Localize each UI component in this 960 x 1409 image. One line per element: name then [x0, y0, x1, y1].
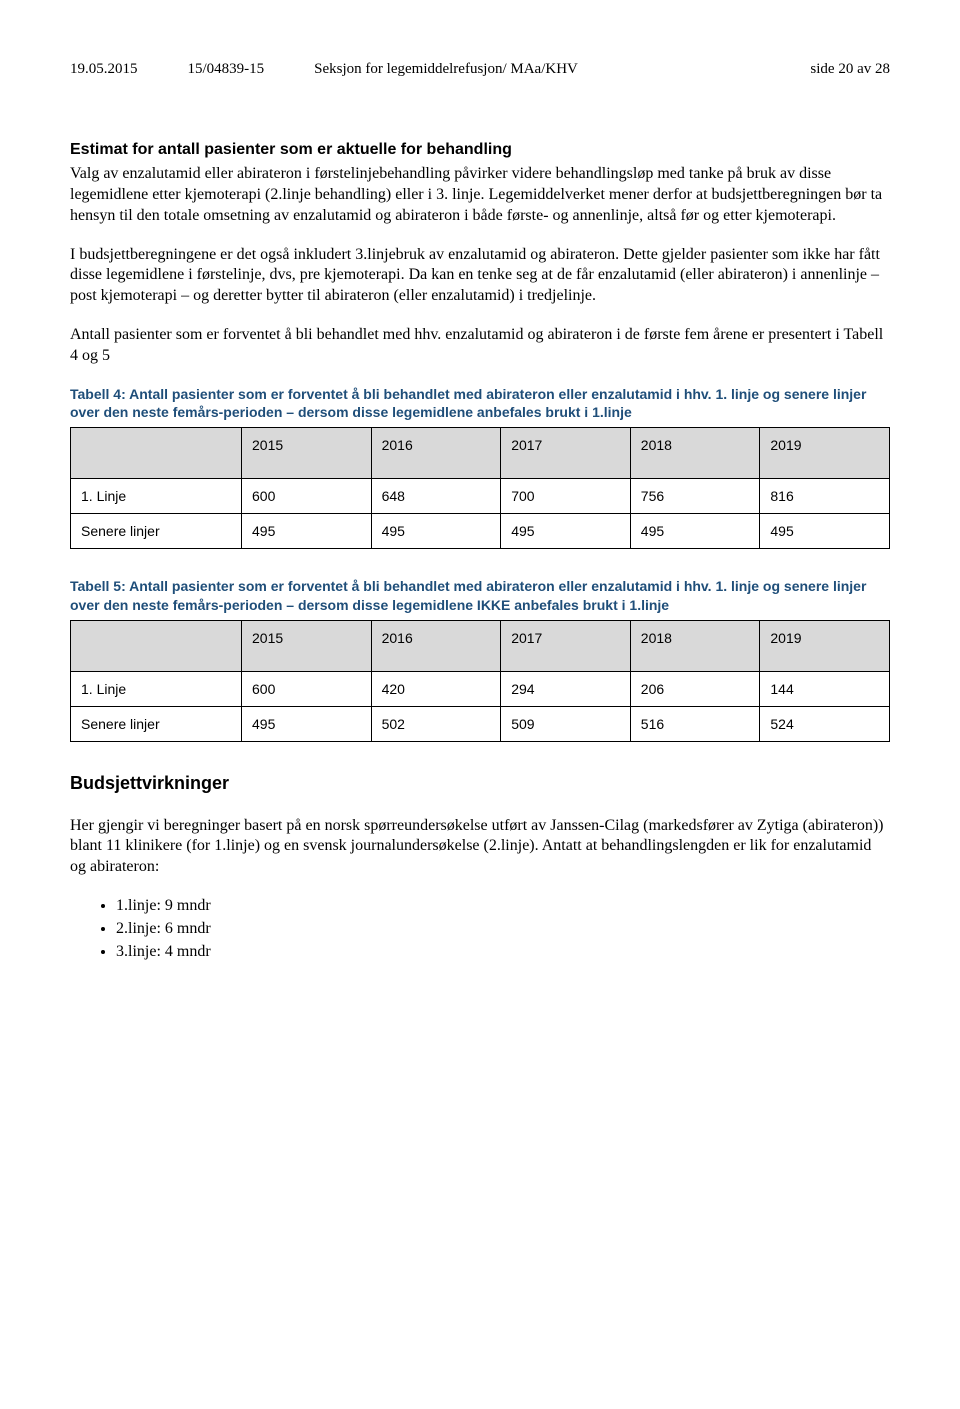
cell: 144 [760, 671, 890, 706]
page-header: 19.05.2015 15/04839-15 Seksjon for legem… [70, 60, 890, 80]
table-year: 2018 [630, 428, 760, 479]
cell: 700 [501, 479, 631, 514]
table-header-row: 2015 2016 2017 2018 2019 [71, 620, 890, 671]
cell: 495 [630, 514, 760, 549]
table5-caption: Tabell 5: Antall pasienter som er forven… [70, 577, 890, 613]
cell: 294 [501, 671, 631, 706]
table-row: Senere linjer 495 502 509 516 524 [71, 706, 890, 741]
row-label: 1. Linje [71, 671, 242, 706]
cell: 648 [371, 479, 501, 514]
table-row: 1. Linje 600 420 294 206 144 [71, 671, 890, 706]
header-caseno: 15/04839-15 [188, 60, 265, 80]
row-label: Senere linjer [71, 706, 242, 741]
list-item: 1.linje: 9 mndr [116, 896, 890, 917]
table-year: 2018 [630, 620, 760, 671]
table-year: 2016 [371, 620, 501, 671]
estimate-title: Estimat for antall pasienter som er aktu… [70, 140, 890, 161]
table-year: 2016 [371, 428, 501, 479]
cell: 206 [630, 671, 760, 706]
budget-heading: Budsjettvirkninger [70, 772, 890, 795]
table-year: 2017 [501, 620, 631, 671]
cell: 495 [371, 514, 501, 549]
table-year: 2019 [760, 620, 890, 671]
table-year: 2015 [242, 620, 372, 671]
cell: 600 [242, 479, 372, 514]
cell: 509 [501, 706, 631, 741]
table-corner [71, 428, 242, 479]
table5: 2015 2016 2017 2018 2019 1. Linje 600 42… [70, 620, 890, 742]
estimate-para1: Valg av enzalutamid eller abirateron i f… [70, 164, 890, 226]
bullet-list: 1.linje: 9 mndr 2.linje: 6 mndr 3.linje:… [70, 896, 890, 962]
cell: 502 [371, 706, 501, 741]
cell: 524 [760, 706, 890, 741]
cell: 495 [242, 706, 372, 741]
table-header-row: 2015 2016 2017 2018 2019 [71, 428, 890, 479]
cell: 756 [630, 479, 760, 514]
row-label: Senere linjer [71, 514, 242, 549]
list-item: 2.linje: 6 mndr [116, 919, 890, 940]
row-label: 1. Linje [71, 479, 242, 514]
table-year: 2015 [242, 428, 372, 479]
cell: 420 [371, 671, 501, 706]
cell: 495 [242, 514, 372, 549]
cell: 495 [760, 514, 890, 549]
cell: 816 [760, 479, 890, 514]
table-row: Senere linjer 495 495 495 495 495 [71, 514, 890, 549]
cell: 495 [501, 514, 631, 549]
estimate-para2: I budsjettberegningene er det også inklu… [70, 245, 890, 307]
cell: 516 [630, 706, 760, 741]
header-left: 19.05.2015 15/04839-15 Seksjon for legem… [70, 60, 578, 80]
table-corner [71, 620, 242, 671]
table4: 2015 2016 2017 2018 2019 1. Linje 600 64… [70, 427, 890, 549]
cell: 600 [242, 671, 372, 706]
table-year: 2017 [501, 428, 631, 479]
header-section: Seksjon for legemiddelrefusjon/ MAa/KHV [314, 60, 578, 80]
budget-para: Her gjengir vi beregninger basert på en … [70, 816, 890, 878]
list-item: 3.linje: 4 mndr [116, 942, 890, 963]
header-page: side 20 av 28 [810, 60, 890, 80]
estimate-para3: Antall pasienter som er forventet å bli … [70, 325, 890, 367]
table-year: 2019 [760, 428, 890, 479]
table-row: 1. Linje 600 648 700 756 816 [71, 479, 890, 514]
table4-caption: Tabell 4: Antall pasienter som er forven… [70, 385, 890, 421]
header-date: 19.05.2015 [70, 60, 138, 80]
